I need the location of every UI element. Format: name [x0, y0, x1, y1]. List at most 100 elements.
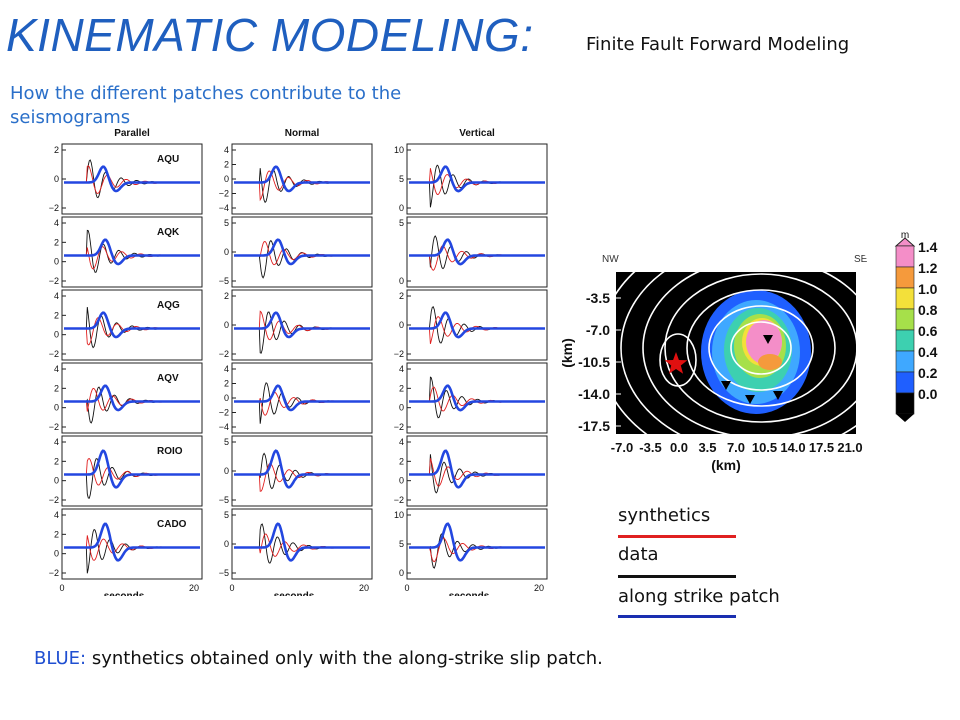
panel-normal-cado: 5 0 −5	[219, 508, 373, 580]
legend-patch-label: along strike patch	[618, 586, 780, 607]
panel-parallel-cado: 4 2 0 −2 CADO	[49, 508, 203, 580]
panel-frame	[231, 216, 373, 288]
y-tick-label: 0	[54, 174, 59, 184]
station-label-aqg: AQG	[157, 300, 180, 311]
slip-vector-arrow	[773, 391, 783, 400]
y-tick-label: 2	[399, 456, 404, 466]
panel-normal-roio: 5 0 −5	[219, 435, 373, 507]
slip-contour-1-2	[758, 354, 782, 370]
y-tick-label: 5	[224, 437, 229, 447]
y-tick-label: 5	[224, 510, 229, 520]
trace-patch	[409, 384, 545, 412]
y-tick-label: 4	[224, 364, 229, 374]
station-label-cado: CADO	[157, 519, 187, 530]
trace-patch	[409, 238, 545, 266]
trace-patch	[409, 165, 545, 193]
column-title-vertical: Vertical	[459, 128, 495, 139]
colorbar-swatch	[895, 371, 915, 394]
y-tick-label: 5	[224, 218, 229, 228]
rupture-time-contour	[642, 257, 880, 439]
colorbar-swatch	[895, 245, 915, 268]
page-title: KINEMATIC MODELING:	[6, 9, 534, 61]
map-y-tick-label: -14.0	[578, 386, 610, 402]
panel-vertical-aqg: 2 0 −2	[394, 289, 548, 361]
panel-frame	[406, 362, 548, 434]
column-title-parallel: Parallel	[114, 128, 150, 139]
x-tick-start: 0	[404, 583, 409, 593]
colorbar-top-arrow	[894, 237, 916, 247]
y-tick-label: −2	[49, 203, 59, 213]
slip-vector-arrow	[763, 335, 773, 344]
y-tick-label: 5	[399, 218, 404, 228]
slip-contour-1-4	[746, 320, 782, 364]
y-tick-label: −2	[49, 422, 59, 432]
trace-patch	[234, 449, 370, 489]
map-x-tick-label: 14.0	[780, 440, 805, 455]
y-tick-label: 10	[394, 145, 404, 155]
panel-frame	[61, 435, 203, 507]
panel-vertical-cado: 10 5 0	[394, 508, 548, 580]
trace-patch	[64, 384, 200, 412]
y-tick-label: 2	[54, 383, 59, 393]
y-tick-label: 0	[54, 403, 59, 413]
map-x-tick-label: 21.0	[837, 440, 862, 455]
x-axis-label: seconds	[274, 591, 315, 596]
trace-patch	[234, 311, 370, 339]
y-tick-label: 2	[224, 379, 229, 389]
panel-frame	[231, 362, 373, 434]
panel-frame	[61, 508, 203, 580]
y-tick-label: 0	[224, 174, 229, 184]
colorbar-tick-label: 0.8	[918, 302, 938, 318]
panel-frame	[61, 143, 203, 215]
y-tick-label: 2	[54, 310, 59, 320]
y-tick-label: 4	[54, 510, 59, 520]
panel-vertical-aqk: 50	[399, 216, 548, 288]
x-tick-end: 20	[534, 583, 544, 593]
bottom-note: BLUE: synthetics obtained only with the …	[34, 648, 603, 669]
panel-frame	[231, 143, 373, 215]
slip-map-figure: NW SE -3.5 -7.0 -10.5 -14.0 -17.5 (km) -7.0 -3.5 0…	[560, 225, 938, 473]
y-tick-label: −2	[394, 495, 404, 505]
panel-parallel-aqk: 4 2 0 −2 AQK	[49, 216, 203, 288]
panel-frame	[231, 435, 373, 507]
slip-vector-arrow	[721, 381, 731, 390]
y-tick-label: 5	[399, 539, 404, 549]
y-tick-label: 0	[224, 247, 229, 257]
slip-vector-arrow	[745, 395, 755, 404]
y-tick-label: 4	[224, 145, 229, 155]
map-x-tick-label: 17.5	[809, 440, 834, 455]
map-x-tick-label: 10.5	[752, 440, 777, 455]
colorbar-swatch	[895, 329, 915, 352]
panel-normal-aqk: 5 0 −5	[219, 216, 373, 288]
y-tick-label: 0	[224, 393, 229, 403]
trace-patch	[234, 165, 370, 193]
x-tick-end: 20	[359, 583, 369, 593]
panel-frame	[231, 508, 373, 580]
y-tick-label: 0	[399, 476, 404, 486]
seismogram-figure: Parallel Normal Vertical20−2AQU420−2−41050…	[49, 128, 548, 596]
legend-synthetics-label: synthetics	[618, 505, 711, 526]
panel-frame	[406, 508, 548, 580]
y-tick-label: 4	[54, 437, 59, 447]
colorbar-tick-label: 0.2	[918, 365, 938, 381]
y-tick-label: 2	[54, 145, 59, 155]
y-tick-label: 4	[54, 291, 59, 301]
y-tick-label: 2	[399, 291, 404, 301]
station-label-aqu: AQU	[157, 154, 179, 165]
y-tick-label: 4	[399, 364, 404, 374]
y-tick-label: −2	[49, 276, 59, 286]
panel-frame	[406, 289, 548, 361]
legend-synthetics-line	[618, 535, 736, 538]
colorbar-tick-label: 0.0	[918, 386, 938, 402]
map-x-tick-label: 0.0	[670, 440, 688, 455]
map-y-tick-label: -3.5	[586, 290, 610, 306]
y-tick-label: 0	[399, 568, 404, 578]
rupture-time-contour	[659, 333, 697, 387]
bottom-note-prefix: BLUE:	[34, 648, 87, 669]
y-tick-label: 0	[54, 257, 59, 267]
y-tick-label: 0	[399, 203, 404, 213]
y-tick-label: −5	[219, 568, 229, 578]
trace-patch	[234, 238, 370, 266]
map-x-tick-label: 7.0	[727, 440, 745, 455]
y-tick-label: 0	[224, 466, 229, 476]
